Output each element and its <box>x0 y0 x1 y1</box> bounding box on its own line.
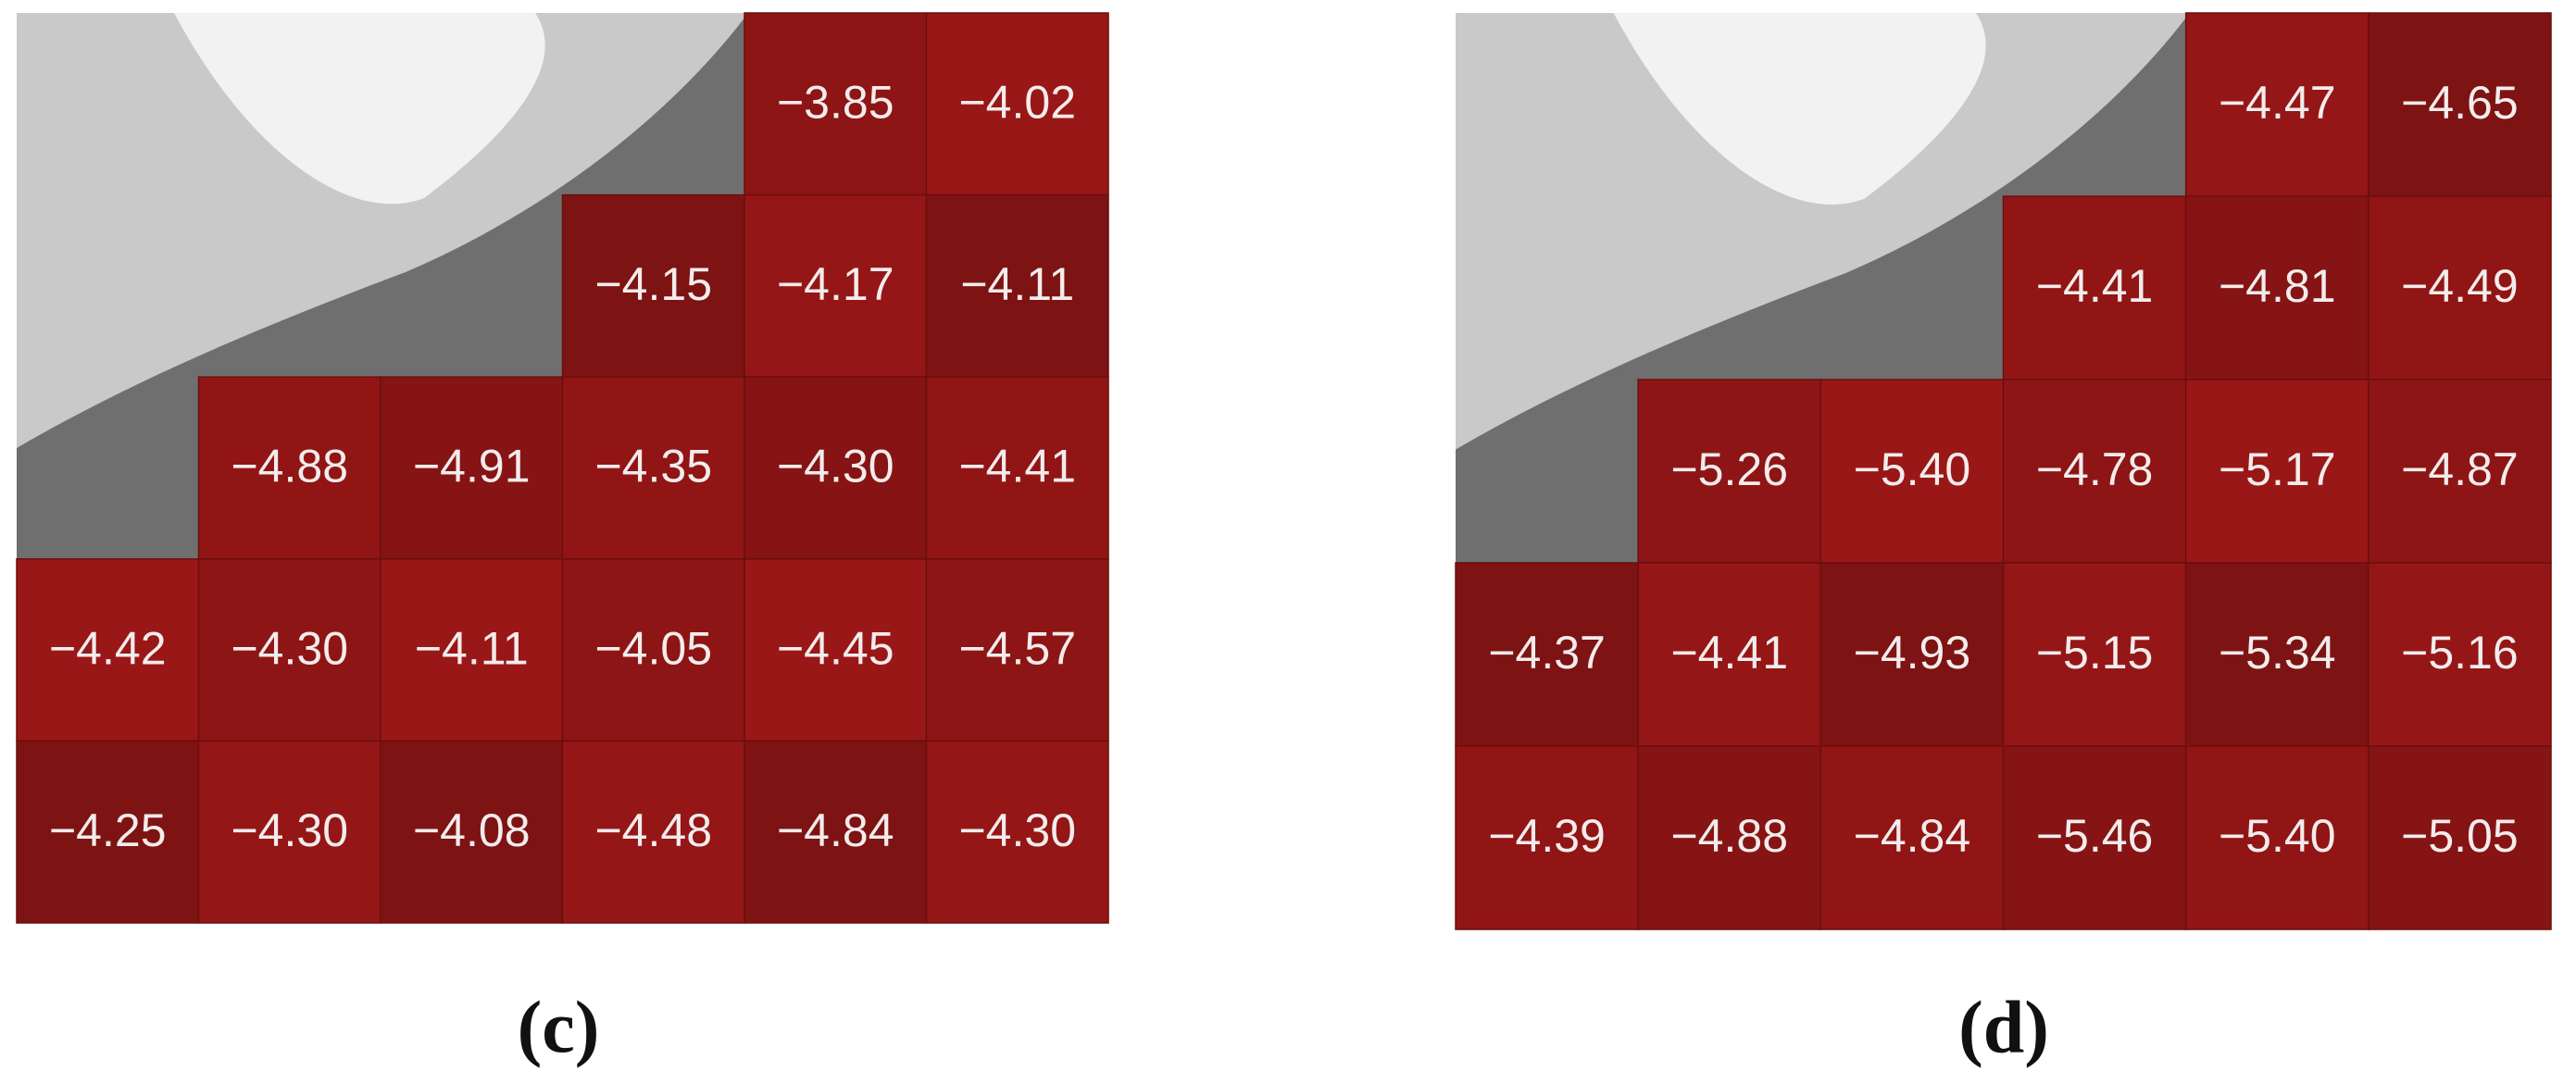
grid-cell <box>1819 379 2005 564</box>
grid-cell <box>925 12 1109 196</box>
grid-cell <box>925 740 1109 924</box>
cell-value: −4.30 <box>777 441 894 492</box>
cell-value: −4.08 <box>413 804 531 856</box>
grid-cell <box>2368 195 2552 380</box>
cell-value: −4.57 <box>958 622 1076 674</box>
cell-value: −4.11 <box>415 622 529 674</box>
cell-value: −5.17 <box>2219 443 2336 495</box>
grid-cell <box>2002 745 2187 930</box>
grid-cell <box>561 558 745 742</box>
cell-value: −4.48 <box>594 804 712 856</box>
panel: −4.47 −4.65 −4.41 −4.81 −4.49 −5.26 −5.40 −4.78… <box>1455 12 2552 1068</box>
grid-cell <box>16 740 200 924</box>
grid-cell <box>1455 562 1639 747</box>
grid-cell <box>380 376 564 560</box>
cell-value: −4.42 <box>49 622 167 674</box>
grid-cell <box>197 740 381 924</box>
grid-cell <box>561 193 745 378</box>
cell-value: −4.93 <box>1854 627 1971 679</box>
cell-value: −4.37 <box>1488 627 1606 679</box>
grid-cell <box>1455 745 1639 930</box>
cell-value: −5.05 <box>2401 810 2519 862</box>
cell-value: −5.46 <box>2036 810 2154 862</box>
cell-value: −5.15 <box>2036 627 2154 679</box>
grid-cell <box>2184 379 2370 564</box>
panel-label: (c) <box>518 987 600 1068</box>
cell-value: −4.11 <box>960 258 1074 310</box>
grid-cell <box>561 376 745 560</box>
grid-cell <box>380 740 564 924</box>
panel-label: (d) <box>1958 987 2049 1068</box>
cloud <box>1613 13 1986 205</box>
cell-value: −4.05 <box>594 622 712 674</box>
cell-value: −4.30 <box>958 804 1076 856</box>
cell-value: −4.39 <box>1488 810 1606 862</box>
cell-value: −4.81 <box>2219 260 2336 312</box>
land-area <box>1456 13 2190 450</box>
cell-value: −5.16 <box>2401 627 2519 679</box>
grid-cell <box>744 376 928 560</box>
cell-value: −4.84 <box>777 804 894 856</box>
grid-cell <box>197 558 381 742</box>
cloud <box>174 13 545 205</box>
cell-value: −4.41 <box>958 441 1076 492</box>
cell-value: −4.15 <box>594 258 712 310</box>
cell-value: −3.85 <box>777 77 894 129</box>
panel: −3.85 −4.02 −4.15 −4.17 −4.11 −4.88 −4.91 −4.35… <box>16 12 1109 1068</box>
cell-value: −4.35 <box>594 441 712 492</box>
grid-cell <box>2368 12 2552 197</box>
cell-value: −4.25 <box>49 804 167 856</box>
cell-value: −5.34 <box>2219 627 2336 679</box>
grid-cell <box>2368 745 2552 930</box>
cell-value: −4.87 <box>2401 443 2519 495</box>
grid-cell <box>2368 562 2552 747</box>
cell-value: −4.17 <box>777 258 894 310</box>
land-area <box>17 13 748 448</box>
grid-cell <box>2368 379 2552 564</box>
grid-cell <box>197 376 381 560</box>
cell-value: −4.88 <box>1670 810 1788 862</box>
cell-value: −4.02 <box>958 77 1076 129</box>
grid-cell <box>744 12 928 196</box>
grid-cell <box>2002 562 2187 747</box>
cell-value: −5.40 <box>2219 810 2336 862</box>
grid-cell <box>1637 745 1822 930</box>
grid-cell <box>2002 379 2187 564</box>
grid-cell <box>925 376 1109 560</box>
grid-cell <box>925 193 1109 378</box>
grid-cell <box>2184 745 2370 930</box>
cell-value: −4.91 <box>413 441 531 492</box>
grid-cell <box>1819 562 2005 747</box>
cell-value: −5.26 <box>1670 443 1788 495</box>
cell-value: −4.30 <box>231 622 348 674</box>
cell-value: −4.41 <box>2036 260 2154 312</box>
grid-cell <box>1819 745 2005 930</box>
cell-value: −4.41 <box>1670 627 1788 679</box>
cell-value: −4.49 <box>2401 260 2519 312</box>
cell-value: −4.65 <box>2401 77 2519 129</box>
grid-cell <box>744 558 928 742</box>
cell-value: −5.40 <box>1854 443 1971 495</box>
grid-cell <box>744 740 928 924</box>
cell-value: −4.84 <box>1854 810 1971 862</box>
grid-cell <box>16 558 200 742</box>
cell-value: −4.78 <box>2036 443 2154 495</box>
cell-value: −4.45 <box>777 622 894 674</box>
grid-cell <box>561 740 745 924</box>
grid-cell <box>925 558 1109 742</box>
cell-value: −4.47 <box>2219 77 2336 129</box>
grid-cell <box>380 558 564 742</box>
cell-value: −4.30 <box>231 804 348 856</box>
cell-value: −4.88 <box>231 441 348 492</box>
grid-cell <box>2184 12 2370 197</box>
